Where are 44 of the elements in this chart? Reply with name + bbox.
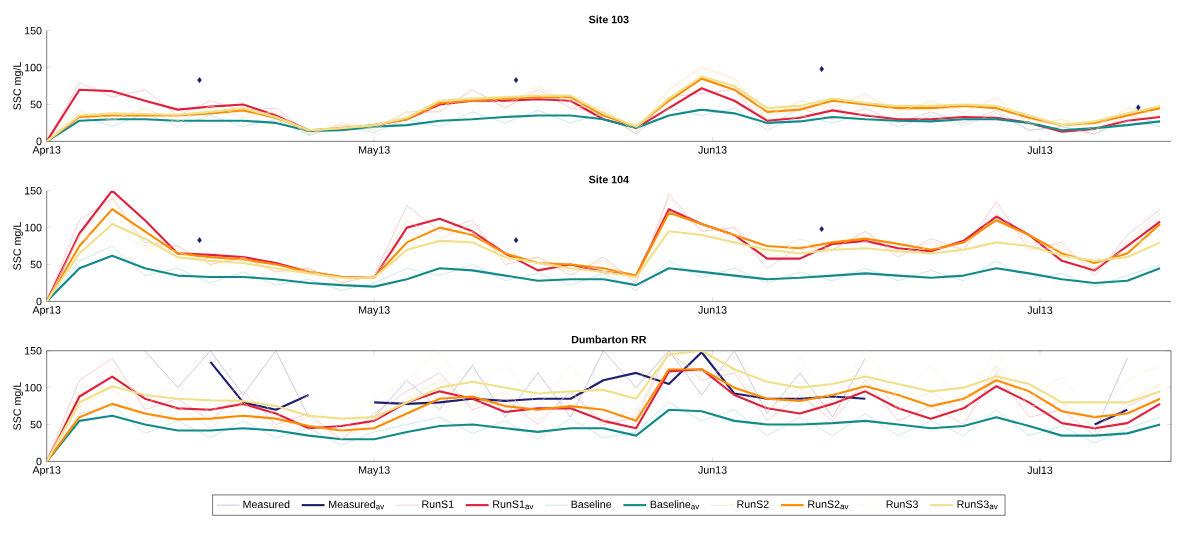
legend-label: RunS2$_{av}$ (808, 500, 849, 510)
point (197, 76, 202, 83)
y-tick-label: 100 (24, 223, 42, 232)
y-tick-label: 50 (30, 420, 42, 429)
chart-title: Site 103 (588, 15, 629, 24)
legend-label: Baseline (571, 500, 612, 508)
y-axis-title: SSC mg/L (13, 221, 24, 270)
x-tick-label: Jun13 (698, 305, 727, 314)
x-tick-label: Apr13 (32, 305, 61, 316)
x-tick-label: Apr13 (32, 465, 61, 476)
chart-title: Site 104 (588, 175, 629, 184)
y-tick-label: 100 (24, 63, 42, 72)
y-tick-label: 100 (24, 383, 42, 392)
x-tick-label: May13 (359, 145, 390, 156)
point (819, 65, 824, 72)
y-tick-label: 150 (24, 346, 42, 355)
legend-label: Baseline$_{av}$ (650, 500, 700, 510)
legend-label: RunS1$_{av}$ (493, 500, 534, 510)
x-tick-label: Jun13 (698, 465, 727, 474)
legend-label: RunS3 (886, 500, 918, 508)
point (1135, 104, 1141, 111)
x-tick-label: Jun13 (698, 145, 727, 154)
chart-title: Dumbarton RR (571, 335, 647, 344)
legend-label: Measured (243, 500, 290, 508)
x-tick-label: Jul13 (1027, 465, 1053, 474)
y-tick-label: 50 (30, 100, 42, 108)
y-tick-label: 150 (24, 26, 42, 35)
x-tick-label: Apr13 (32, 145, 61, 156)
y-tick-label: 150 (24, 186, 42, 195)
point (513, 76, 519, 83)
x-tick-label: Jul13 (1027, 305, 1053, 314)
legend-label: RunS3$_{av}$ (957, 500, 998, 510)
legend-label: RunS2 (737, 500, 769, 508)
x-tick-label: May13 (359, 305, 390, 316)
y-axis-title: SSC mg/L (13, 381, 24, 430)
y-tick-label: 0 (36, 457, 42, 465)
legend-label: RunS1 (422, 500, 454, 508)
y-tick-label: 0 (36, 137, 42, 145)
x-tick-label: Jul13 (1027, 145, 1053, 154)
y-tick-label: 50 (30, 260, 42, 269)
legend-label: Measured$_{av}$ (329, 500, 385, 510)
y-tick-label: 0 (36, 297, 42, 305)
x-tick-label: May13 (359, 465, 390, 476)
y-axis-title: SSC mg/L (13, 61, 24, 110)
